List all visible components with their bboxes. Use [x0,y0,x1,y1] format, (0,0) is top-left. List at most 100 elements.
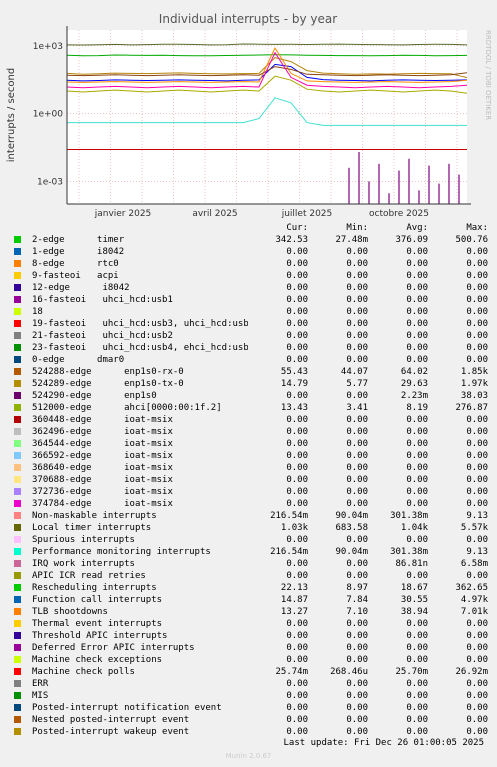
legend-min: 0.00 [346,631,368,641]
legend-name: 2-edge timer [32,235,125,245]
legend-name: MIS [32,691,49,701]
legend-swatch [14,320,21,327]
legend-avg: 301.38m [390,547,428,557]
legend-min: 8.97 [346,583,368,593]
legend-swatch [14,236,21,243]
legend-avg: 86.81n [395,559,428,569]
legend-row: 9-fasteoi acpi 0.00 0.00 0.00 0.00 [8,270,493,282]
legend-min: 268.46u [330,667,368,677]
legend-max: 0.00 [466,247,488,257]
legend-min: 0.00 [346,343,368,353]
legend-swatch [14,296,21,303]
legend-name: 12-edge i8042 [32,283,130,293]
legend-min: 0.00 [346,295,368,305]
legend-max: 0.00 [466,655,488,665]
legend-cur: 0.00 [286,619,308,629]
legend-name: TLB shootdowns [32,607,108,617]
legend-min: 44.07 [340,367,368,377]
legend-name: Machine check exceptions [32,655,163,665]
legend-min: 683.58 [335,523,368,533]
legend-row: 0-edge dmar0 0.00 0.00 0.00 0.00 [8,354,493,366]
legend-name: 0-edge dmar0 [32,355,125,365]
legend-avg: 0.00 [406,247,428,257]
legend-avg: 0.00 [406,295,428,305]
y-axis-label: interrupts / second [6,68,17,162]
header-max: Max: [466,223,488,233]
legend-min: 0.00 [346,679,368,689]
legend-name: 524289-edge enp1s0-tx-0 [32,379,184,389]
legend-max: 0.00 [466,487,488,497]
legend-cur: 0.00 [286,571,308,581]
legend-name: 370688-edge ioat-msix [32,475,173,485]
legend-name: 23-fasteoi uhci_hcd:usb4, ehci_hcd:usb7 [32,343,248,353]
legend-row: Spurious interrupts 0.00 0.00 0.00 0.00 [8,534,493,546]
legend-swatch [14,572,21,579]
legend-swatch [14,356,21,363]
legend-max: 0.00 [466,307,488,317]
legend-min: 0.00 [346,439,368,449]
legend-cur: 0.00 [286,247,308,257]
legend-avg: 2.23m [400,391,428,401]
legend-avg: 0.00 [406,319,428,329]
legend-cur: 1.03k [280,523,308,533]
legend-max: 7.01k [460,607,488,617]
legend-cur: 0.00 [286,283,308,293]
legend-cur: 0.00 [286,391,308,401]
legend-row: APIC ICR read retries 0.00 0.00 0.00 0.00 [8,570,493,582]
chart-title: Individual interrupts - by year [159,12,337,26]
series-line [66,63,468,82]
legend-cur: 13.27 [280,607,308,617]
legend-cur: 0.00 [286,295,308,305]
legend-avg: 0.00 [406,571,428,581]
legend-name: 1-edge i8042 [32,247,125,257]
legend-cur: 0.00 [286,643,308,653]
legend-max: 0.00 [466,691,488,701]
legend-min: 3.41 [346,403,368,413]
legend-cur: 0.00 [286,343,308,353]
legend-name: 512000-edge ahci[0000:00:1f.2] [32,403,222,413]
legend-name: Threshold APIC interrupts [32,631,168,641]
legend-name: APIC ICR read retries [32,571,146,581]
legend-cur: 0.00 [286,631,308,641]
legend-name: Nested posted-interrupt event [32,715,190,725]
legend-table: Cur: Min: Avg: Max: 2-edge timer 342.53 27… [8,222,493,738]
legend-max: 500.76 [455,235,488,245]
legend-max: 0.00 [466,463,488,473]
legend-row: Rescheduling interrupts 22.13 8.97 18.67 362… [8,582,493,594]
legend-name: Function call interrupts [32,595,163,605]
legend-avg: 0.00 [406,715,428,725]
legend-min: 27.48m [335,235,368,245]
interrupts-chart: Individual interrupts - by year interrup… [6,12,492,219]
legend-cur: 0.00 [286,427,308,437]
series-line [66,46,468,83]
legend-cur: 0.00 [286,499,308,509]
legend-min: 0.00 [346,727,368,737]
legend-cur: 0.00 [286,691,308,701]
legend-swatch [14,476,21,483]
legend-min: 0.00 [346,703,368,713]
legend-row: ERR 0.00 0.00 0.00 0.00 [8,678,493,690]
x-tick-label: janvier 2025 [94,209,152,219]
legend-swatch [14,644,21,651]
legend-min: 7.10 [346,607,368,617]
legend-avg: 0.00 [406,727,428,737]
legend-max: 38.03 [460,391,488,401]
last-update: Last update: Fri Dec 26 01:00:05 2025 [283,738,484,748]
y-tick-label: 1e+03 [33,42,63,52]
plot-area [67,30,467,204]
legend-avg: 376.09 [395,235,428,245]
legend-avg: 0.00 [406,475,428,485]
legend-avg: 0.00 [406,415,428,425]
legend-avg: 0.00 [406,259,428,269]
legend-avg: 0.00 [406,619,428,629]
legend-avg: 0.00 [406,355,428,365]
legend-row: Posted-interrupt wakeup event 0.00 0.00 0.0… [8,726,493,738]
x-tick-label: octobre 2025 [369,209,429,219]
legend-swatch [14,428,21,435]
legend-min: 90.04m [335,547,368,557]
legend-min: 0.00 [346,319,368,329]
legend-max: 0.00 [466,319,488,329]
legend-avg: 0.00 [406,343,428,353]
legend-max: 5.57k [460,523,488,533]
legend-row: Thermal event interrupts 0.00 0.00 0.00 0.00 [8,618,493,630]
